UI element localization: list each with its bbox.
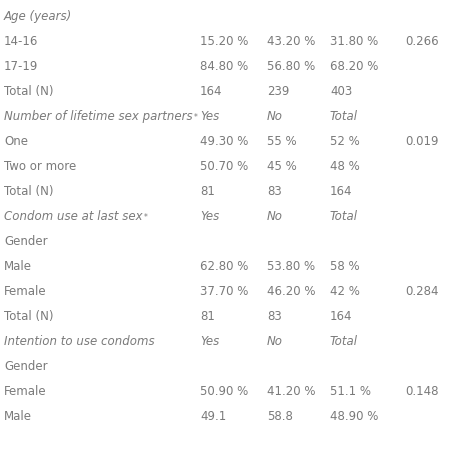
Text: 42 %: 42 % <box>330 285 360 298</box>
Text: Total (N): Total (N) <box>4 185 54 198</box>
Text: 50.70 %: 50.70 % <box>200 160 248 173</box>
Text: Two or more: Two or more <box>4 160 76 173</box>
Text: *: * <box>144 213 147 222</box>
Text: No: No <box>267 210 283 223</box>
Text: Total: Total <box>330 110 358 123</box>
Text: 49.1: 49.1 <box>200 410 226 423</box>
Text: 81: 81 <box>200 310 215 323</box>
Text: 62.80 %: 62.80 % <box>200 260 248 273</box>
Text: Yes: Yes <box>200 110 219 123</box>
Text: 55 %: 55 % <box>267 135 297 148</box>
Text: 0.266: 0.266 <box>405 35 438 48</box>
Text: Female: Female <box>4 385 46 398</box>
Text: 164: 164 <box>200 85 222 98</box>
Text: 46.20 %: 46.20 % <box>267 285 316 298</box>
Text: 50.90 %: 50.90 % <box>200 385 248 398</box>
Text: Female: Female <box>4 285 46 298</box>
Text: 83: 83 <box>267 310 282 323</box>
Text: 52 %: 52 % <box>330 135 360 148</box>
Text: 56.80 %: 56.80 % <box>267 60 315 73</box>
Text: Age (years): Age (years) <box>4 10 72 23</box>
Text: Condom use at last sex: Condom use at last sex <box>4 210 143 223</box>
Text: 84.80 %: 84.80 % <box>200 60 248 73</box>
Text: Total (N): Total (N) <box>4 85 54 98</box>
Text: 51.1 %: 51.1 % <box>330 385 371 398</box>
Text: 0.148: 0.148 <box>405 385 438 398</box>
Text: Male: Male <box>4 260 32 273</box>
Text: 43.20 %: 43.20 % <box>267 35 315 48</box>
Text: Gender: Gender <box>4 360 47 373</box>
Text: 164: 164 <box>330 310 353 323</box>
Text: 41.20 %: 41.20 % <box>267 385 316 398</box>
Text: 37.70 %: 37.70 % <box>200 285 248 298</box>
Text: Total (N): Total (N) <box>4 310 54 323</box>
Text: *: * <box>193 113 198 122</box>
Text: 403: 403 <box>330 85 352 98</box>
Text: No: No <box>267 335 283 348</box>
Text: No: No <box>267 110 283 123</box>
Text: 83: 83 <box>267 185 282 198</box>
Text: 31.80 %: 31.80 % <box>330 35 378 48</box>
Text: 239: 239 <box>267 85 289 98</box>
Text: 58.8: 58.8 <box>267 410 293 423</box>
Text: 0.019: 0.019 <box>405 135 438 148</box>
Text: 68.20 %: 68.20 % <box>330 60 378 73</box>
Text: 17-19: 17-19 <box>4 60 38 73</box>
Text: Total: Total <box>330 335 358 348</box>
Text: 48.90 %: 48.90 % <box>330 410 378 423</box>
Text: 14-16: 14-16 <box>4 35 38 48</box>
Text: Male: Male <box>4 410 32 423</box>
Text: 0.284: 0.284 <box>405 285 438 298</box>
Text: 53.80 %: 53.80 % <box>267 260 315 273</box>
Text: 81: 81 <box>200 185 215 198</box>
Text: 15.20 %: 15.20 % <box>200 35 248 48</box>
Text: Gender: Gender <box>4 235 47 248</box>
Text: Yes: Yes <box>200 335 219 348</box>
Text: One: One <box>4 135 28 148</box>
Text: 48 %: 48 % <box>330 160 360 173</box>
Text: Intention to use condoms: Intention to use condoms <box>4 335 155 348</box>
Text: 45 %: 45 % <box>267 160 297 173</box>
Text: Number of lifetime sex partners: Number of lifetime sex partners <box>4 110 192 123</box>
Text: 164: 164 <box>330 185 353 198</box>
Text: 49.30 %: 49.30 % <box>200 135 248 148</box>
Text: 58 %: 58 % <box>330 260 360 273</box>
Text: Total: Total <box>330 210 358 223</box>
Text: Yes: Yes <box>200 210 219 223</box>
